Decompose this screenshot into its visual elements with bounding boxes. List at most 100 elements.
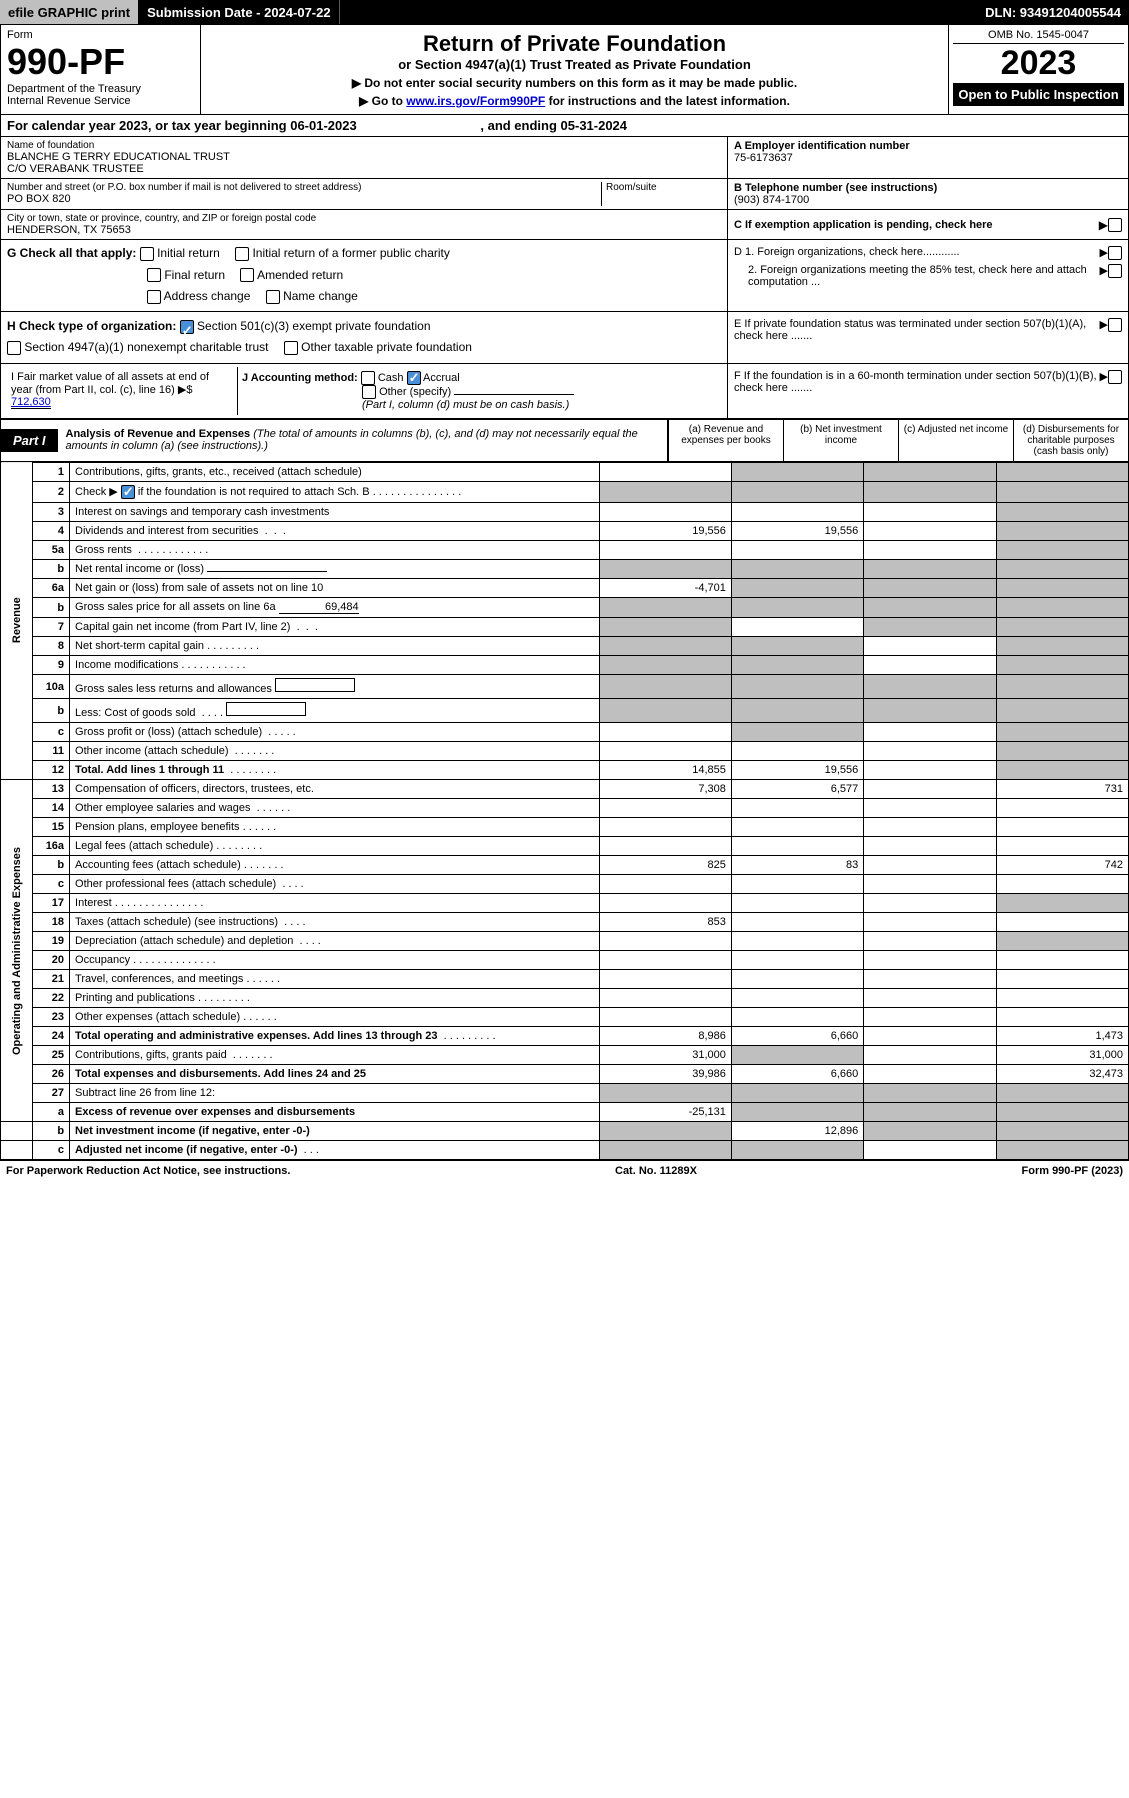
l5a: Gross rents (75, 544, 132, 556)
top-bar: efile GRAPHIC print Submission Date - 20… (0, 0, 1129, 24)
j-note: (Part I, column (d) must be on cash basi… (362, 399, 569, 411)
l13-b: 6,577 (731, 780, 863, 799)
l23: Other expenses (attach schedule) (75, 1011, 240, 1023)
c-checkbox[interactable] (1108, 218, 1122, 232)
row-20: 20Occupancy . . . . . . . . . . . . . . (1, 951, 1129, 970)
g-final-cb[interactable] (147, 268, 161, 282)
row-5b: bNet rental income or (loss) (1, 560, 1129, 579)
form-header: Form 990-PF Department of the Treasury I… (0, 24, 1129, 115)
l27b: Net investment income (if negative, ente… (75, 1125, 310, 1137)
l4-a: 19,556 (599, 522, 731, 541)
footer-mid: Cat. No. 11289X (615, 1165, 697, 1177)
addr-label: Number and street (or P.O. box number if… (7, 182, 601, 193)
l19: Depreciation (attach schedule) and deple… (75, 935, 293, 947)
d1-cb[interactable] (1108, 246, 1122, 260)
row-23: 23Other expenses (attach schedule) . . .… (1, 1008, 1129, 1027)
form-number: 990-PF (7, 41, 125, 82)
efile-print-button[interactable]: efile GRAPHIC print (0, 0, 139, 24)
l2-cb[interactable] (121, 485, 135, 499)
row-19: 19Depreciation (attach schedule) and dep… (1, 932, 1129, 951)
g-addr-change: Address change (164, 289, 251, 303)
revenue-sidebar: Revenue (1, 462, 33, 779)
note2-post: for instructions and the latest informat… (545, 94, 790, 108)
g-addr-cb[interactable] (147, 290, 161, 304)
expenses-sidebar: Operating and Administrative Expenses (1, 780, 33, 1122)
l25-a: 31,000 (599, 1046, 731, 1065)
l13: Compensation of officers, directors, tru… (70, 780, 599, 799)
omb-number: OMB No. 1545-0047 (953, 27, 1124, 44)
part1-col-headers: (a) Revenue and expenses per books (b) N… (667, 420, 1128, 461)
row-16c: cOther professional fees (attach schedul… (1, 875, 1129, 894)
part1-desc: Analysis of Revenue and Expenses (The to… (58, 424, 667, 456)
g-initial-cb[interactable] (140, 247, 154, 261)
i-value[interactable]: 712,630 (11, 396, 51, 409)
e-label: E If private foundation status was termi… (734, 318, 1100, 342)
l4-b: 19,556 (731, 522, 863, 541)
l4: Dividends and interest from securities (75, 525, 258, 537)
l26: Total expenses and disbursements. Add li… (75, 1068, 366, 1080)
d2-cb[interactable] (1108, 264, 1122, 278)
irs: Internal Revenue Service (7, 95, 131, 107)
g-amended-cb[interactable] (240, 268, 254, 282)
dept: Department of the Treasury (7, 83, 141, 95)
form-note1: ▶ Do not enter social security numbers o… (207, 76, 942, 90)
row-9: 9Income modifications . . . . . . . . . … (1, 656, 1129, 675)
row-7: 7Capital gain net income (from Part IV, … (1, 618, 1129, 637)
g-initial-former: Initial return of a former public charit… (252, 246, 449, 260)
l12-a: 14,855 (599, 761, 731, 780)
row-12: 12Total. Add lines 1 through 11 . . . . … (1, 761, 1129, 780)
g-name-change: Name change (283, 289, 358, 303)
h-other-cb[interactable] (284, 341, 298, 355)
g-amended: Amended return (257, 268, 343, 282)
part1-header: Part I Analysis of Revenue and Expenses … (0, 419, 1129, 462)
city-value: HENDERSON, TX 75653 (7, 224, 721, 236)
row-14: 14Other employee salaries and wages . . … (1, 799, 1129, 818)
l24-b: 6,660 (731, 1027, 863, 1046)
f-cb[interactable] (1108, 370, 1122, 384)
l26-d: 32,473 (996, 1065, 1128, 1084)
h-e-row: H Check type of organization: Section 50… (0, 312, 1129, 364)
calendar-year-row: For calendar year 2023, or tax year begi… (0, 115, 1129, 137)
row-24: 24Total operating and administrative exp… (1, 1027, 1129, 1046)
l10b: Less: Cost of goods sold (75, 707, 195, 719)
l12-b: 19,556 (731, 761, 863, 780)
form-word: Form (7, 29, 33, 41)
l11: Other income (attach schedule) (75, 745, 228, 757)
l14: Other employee salaries and wages (75, 802, 250, 814)
l10c: Gross profit or (loss) (attach schedule) (75, 726, 262, 738)
row-6b: bGross sales price for all assets on lin… (1, 598, 1129, 618)
footer-right: Form 990-PF (2023) (1022, 1165, 1124, 1177)
row-18: 18Taxes (attach schedule) (see instructi… (1, 913, 1129, 932)
addr-phone-row: Number and street (or P.O. box number if… (0, 179, 1129, 210)
l16b-d: 742 (996, 856, 1128, 875)
e-cb[interactable] (1108, 318, 1122, 332)
submission-date: Submission Date - 2024-07-22 (139, 0, 340, 24)
j-accrual-cb[interactable] (407, 371, 421, 385)
row-5a: 5aGross rents . . . . . . . . . . . . (1, 541, 1129, 560)
form990pf-link[interactable]: www.irs.gov/Form990PF (406, 94, 545, 108)
h-4947-cb[interactable] (7, 341, 21, 355)
l2-post: if the foundation is not required to att… (135, 486, 370, 498)
l9: Income modifications (75, 659, 178, 671)
g-initial-former-cb[interactable] (235, 247, 249, 261)
l13-a: 7,308 (599, 780, 731, 799)
l22: Printing and publications (75, 992, 195, 1004)
row-16a: 16aLegal fees (attach schedule) . . . . … (1, 837, 1129, 856)
g-name-cb[interactable] (266, 290, 280, 304)
h-501c3-cb[interactable] (180, 320, 194, 334)
j-cash-cb[interactable] (361, 371, 375, 385)
l24-d: 1,473 (996, 1027, 1128, 1046)
header-left: Form 990-PF Department of the Treasury I… (1, 25, 201, 114)
col-d-hdr: (d) Disbursements for charitable purpose… (1013, 420, 1128, 461)
l6b-val: 69,484 (279, 601, 359, 614)
phone-label: B Telephone number (see instructions) (734, 182, 1122, 194)
l27c: Adjusted net income (if negative, enter … (75, 1144, 297, 1156)
d2-label: 2. Foreign organizations meeting the 85%… (734, 264, 1100, 288)
j-other-cb[interactable] (362, 385, 376, 399)
l6a-a: -4,701 (599, 579, 731, 598)
j-other: Other (specify) (379, 386, 451, 398)
l27b-b: 12,896 (731, 1122, 863, 1141)
row-3: 3Interest on savings and temporary cash … (1, 503, 1129, 522)
row-10c: cGross profit or (loss) (attach schedule… (1, 723, 1129, 742)
l10a: Gross sales less returns and allowances (75, 683, 272, 695)
